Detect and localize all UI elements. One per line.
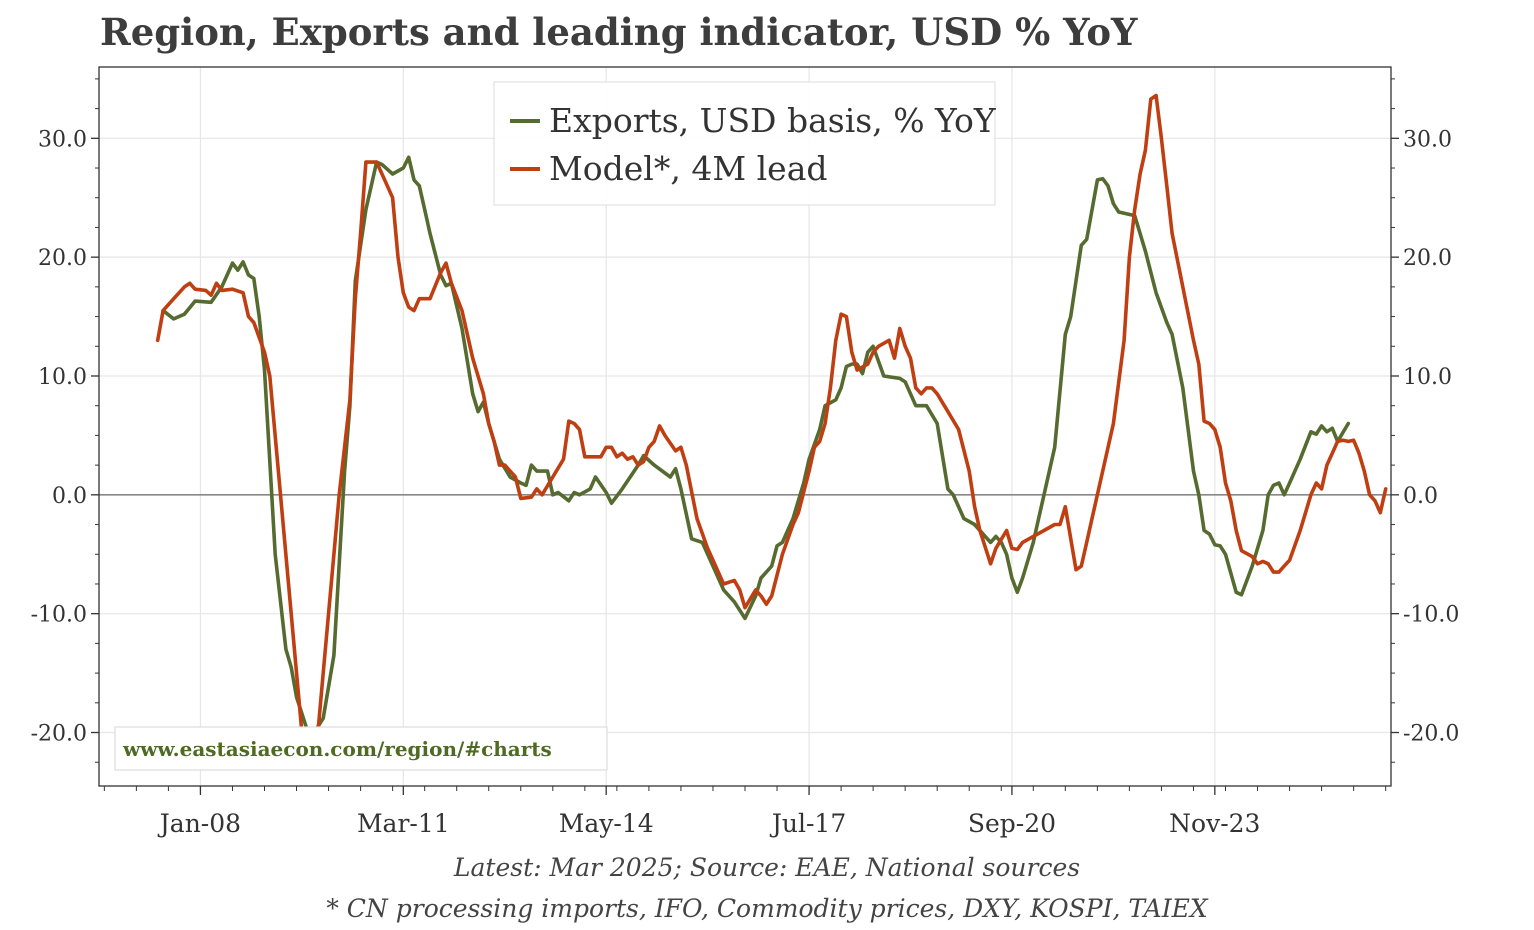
legend-box (493, 81, 996, 206)
legend-label-exports: Exports, USD basis, % YoY (549, 101, 997, 140)
y-tick-label-right: -10.0 (1403, 603, 1459, 628)
chart-title: Region, Exports and leading indicator, U… (100, 10, 1138, 54)
x-tick-label: Nov-23 (1169, 809, 1260, 838)
legend-label-model: Model*, 4M lead (549, 149, 828, 188)
y-tick-label-left: 10.0 (38, 365, 87, 390)
watermark-box (114, 726, 608, 771)
y-tick-label-left: 30.0 (38, 127, 87, 152)
y-tick-label-right: 30.0 (1403, 127, 1452, 152)
x-tick-label: Jul-17 (769, 809, 846, 838)
series-line-exports (161, 155, 1351, 737)
y-tick-label-right: -20.0 (1403, 722, 1459, 747)
x-tick-label: May-14 (559, 809, 654, 838)
legend: Exports, USD basis, % YoY Model*, 4M lea… (493, 81, 997, 206)
y-tick-label-left: -20.0 (31, 722, 87, 747)
x-tick-label: Sep-20 (968, 809, 1056, 838)
watermark-text: www.eastasiaecon.com/region/#charts (122, 737, 552, 761)
x-tick-label: Jan-08 (157, 809, 241, 838)
series-line-model (155, 93, 1388, 753)
axes: -20.0 -20.0 -10.0 -10.0 0.0 0.0 10.0 10.0 20.0 20… (31, 78, 1459, 838)
series-lines (155, 93, 1388, 753)
footnote-model: * CN processing imports, IFO, Commodity … (326, 894, 1208, 923)
y-tick-label-right: 10.0 (1403, 365, 1452, 390)
y-tick-label-right: 0.0 (1403, 484, 1438, 509)
y-tick-label-right: 20.0 (1403, 246, 1452, 271)
watermark: www.eastasiaecon.com/region/#charts (114, 726, 608, 771)
y-tick-label-left: 20.0 (38, 246, 87, 271)
y-tick-label-left: 0.0 (52, 484, 87, 509)
y-tick-label-left: -10.0 (31, 603, 87, 628)
footnote-source: Latest: Mar 2025; Source: EAE, National … (453, 853, 1081, 882)
x-tick-label: Mar-11 (357, 809, 450, 838)
